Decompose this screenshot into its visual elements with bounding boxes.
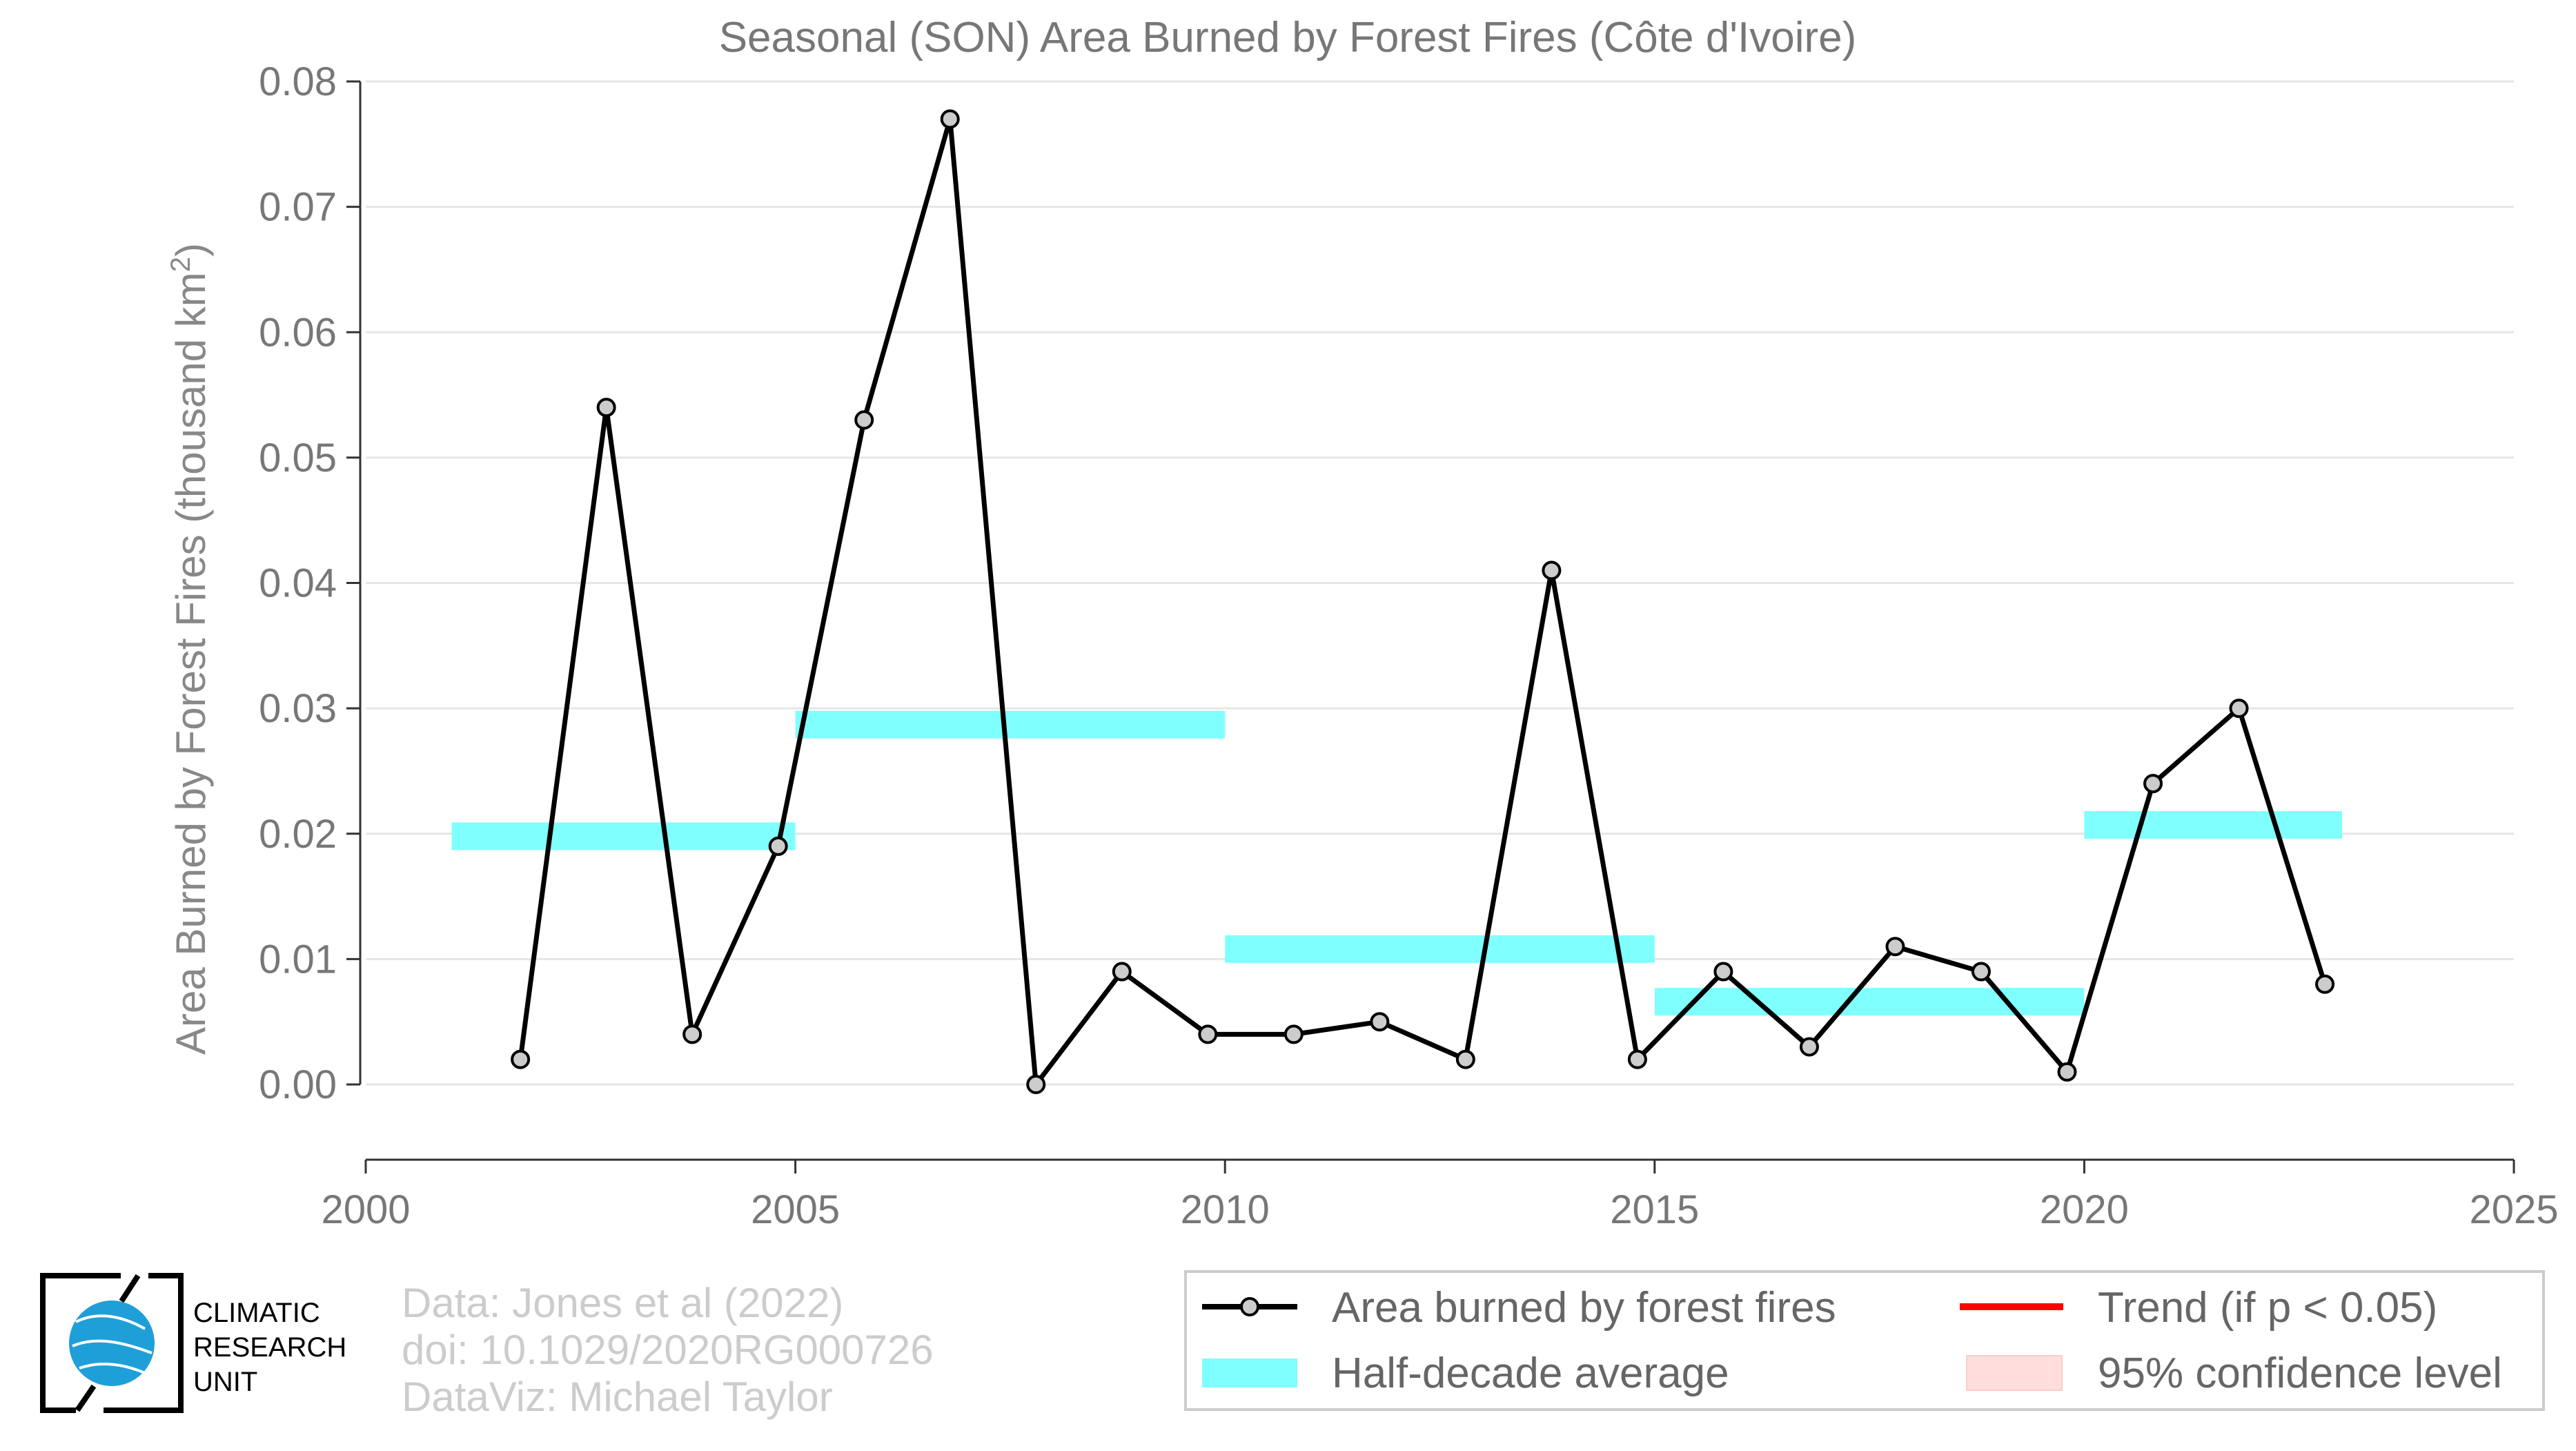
logo-slash-top xyxy=(119,1274,141,1303)
series-line xyxy=(518,116,2328,1087)
credit-data: Data: Jones et al (2022) xyxy=(402,1280,843,1326)
data-point xyxy=(1284,1024,1304,1044)
y-tick-label: 0.02 xyxy=(259,812,337,857)
data-point xyxy=(1799,1037,1819,1057)
legend-label-trend: Trend (if p < 0.05) xyxy=(2098,1284,2437,1332)
data-point xyxy=(1885,937,1905,957)
legend: Area burned by forest fires Trend (if p … xyxy=(1184,1270,2545,1411)
data-point xyxy=(1971,962,1991,982)
data-point xyxy=(1542,561,1562,581)
half-decade-bars xyxy=(451,710,2342,1016)
y-tick-label: 0.05 xyxy=(259,436,337,480)
x-tick-label: 2005 xyxy=(751,1187,840,1232)
y-tick-label: 0.04 xyxy=(259,561,337,606)
x-tick-label: 2010 xyxy=(1181,1187,1270,1232)
gridlines xyxy=(366,80,2514,1086)
cru-logo: CLIMATIC RESEARCH UNIT xyxy=(40,1273,346,1413)
series-layer xyxy=(511,109,2335,1095)
data-point xyxy=(2229,699,2249,719)
data-point xyxy=(1198,1024,1218,1044)
data-point xyxy=(511,1049,531,1069)
globe-swirl-3 xyxy=(79,1363,147,1375)
logo-text-climatic: CLIMATIC xyxy=(193,1298,320,1328)
legend-label-area-burned: Area burned by forest fires xyxy=(1332,1284,1836,1332)
legend-halfdecade-sample xyxy=(1202,1359,1297,1387)
x-tick-label: 2000 xyxy=(321,1187,410,1232)
x-tick-label: 2020 xyxy=(2040,1187,2129,1232)
logo-bracket-right xyxy=(104,1273,184,1413)
data-point xyxy=(1713,962,1733,982)
y-tick-label: 0.07 xyxy=(259,185,337,230)
y-axis-label: Area Burned by Forest Fires (thousand km… xyxy=(166,243,214,1055)
logo-text-research: RESEARCH xyxy=(193,1332,346,1363)
data-point xyxy=(1627,1049,1647,1069)
credit-doi: doi: 10.1029/2020RG000726 xyxy=(402,1327,934,1373)
y-tick-label: 0.03 xyxy=(259,686,337,731)
logo-slash-bottom xyxy=(75,1384,97,1412)
y-axis-label-superscript: 2 xyxy=(166,257,196,272)
data-point xyxy=(854,410,874,430)
data-point xyxy=(2315,974,2335,994)
data-point xyxy=(1370,1012,1390,1032)
data-point xyxy=(1112,962,1132,982)
data-point xyxy=(682,1024,702,1044)
credit-dataviz: DataViz: Michael Taylor xyxy=(402,1374,833,1420)
data-point xyxy=(2143,774,2163,794)
half-decade-bar xyxy=(2084,811,2342,839)
data-point xyxy=(940,109,960,129)
y-axis-label-main: Area Burned by Forest Fires (thousand km xyxy=(168,272,214,1055)
y-tick-label: 0.06 xyxy=(259,310,337,355)
y-tick-label: 0.08 xyxy=(259,59,337,104)
half-decade-bar xyxy=(1654,988,2085,1016)
legend-confidence-sample xyxy=(1966,1355,2063,1391)
x-tick-label: 2015 xyxy=(1610,1187,1699,1232)
legend-marker-sample xyxy=(1240,1297,1259,1316)
axes: 0.00 0.01 0.02 0.03 0.04 0.05 0.06 0.07 0.08 2000… xyxy=(259,59,2558,1232)
y-tick-label: 0.01 xyxy=(259,937,337,982)
legend-label-half-decade: Half-decade average xyxy=(1332,1350,1729,1397)
logo-bracket-left xyxy=(40,1273,121,1413)
y-axis-label-close: ) xyxy=(168,243,214,257)
legend-label-confidence: 95% confidence level xyxy=(2098,1350,2502,1397)
chart-title: Seasonal (SON) Area Burned by Forest Fir… xyxy=(719,14,1857,61)
data-point xyxy=(1026,1075,1046,1095)
legend-box xyxy=(1184,1270,2545,1411)
half-decade-bar xyxy=(795,710,1226,739)
globe-swirl-2 xyxy=(72,1339,153,1354)
data-point xyxy=(1455,1049,1475,1069)
x-tick-label: 2025 xyxy=(2469,1187,2558,1232)
data-point xyxy=(768,836,788,856)
half-decade-bar xyxy=(1225,935,1655,963)
data-point xyxy=(596,398,616,418)
data-point xyxy=(2057,1062,2077,1082)
half-decade-bar xyxy=(451,822,796,850)
logo-text-unit: UNIT xyxy=(193,1367,257,1397)
globe-swirl-1 xyxy=(75,1314,146,1330)
y-tick-label: 0.00 xyxy=(259,1062,337,1107)
